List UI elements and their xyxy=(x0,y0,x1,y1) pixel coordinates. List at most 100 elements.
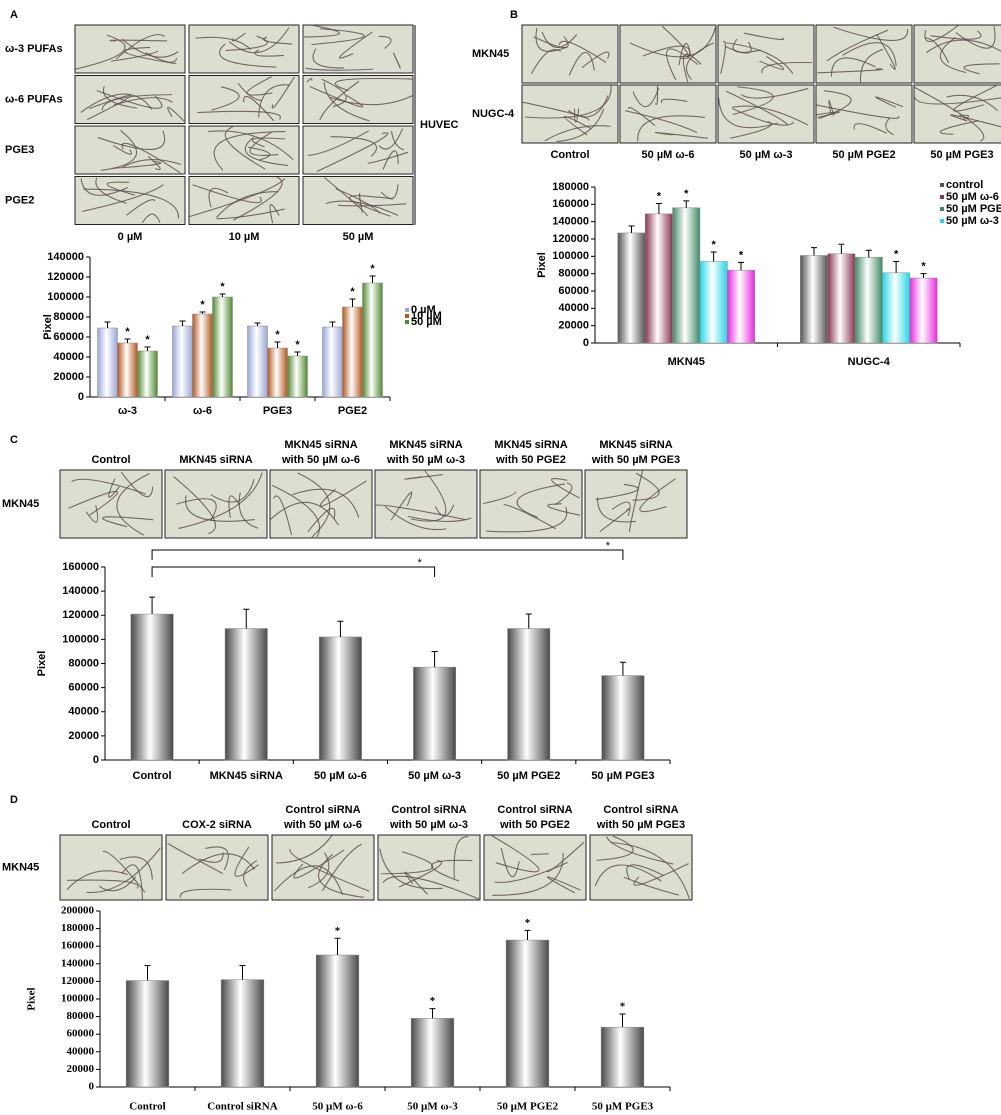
column-label: MKN45 siRNA xyxy=(389,439,462,451)
y-tick-label: 40000 xyxy=(558,302,589,314)
micrograph xyxy=(302,75,414,124)
x-tick-label: MKN45 siRNA xyxy=(210,770,283,782)
error-bar xyxy=(628,225,635,233)
panel-letter: A xyxy=(10,9,18,21)
tube xyxy=(522,101,590,121)
tube xyxy=(629,27,717,58)
tube xyxy=(380,184,399,200)
tube xyxy=(535,27,568,52)
tube xyxy=(228,495,240,518)
tube xyxy=(544,125,611,142)
tube xyxy=(254,49,284,57)
column-label: Control siRNA xyxy=(603,804,678,816)
tube xyxy=(568,51,595,76)
x-tick-label: 50 µM ω-6 xyxy=(312,1101,363,1113)
column-label: Control xyxy=(91,819,130,831)
bar xyxy=(267,347,288,398)
tube xyxy=(491,835,540,873)
tube xyxy=(116,472,150,536)
tube xyxy=(926,39,1001,54)
tube xyxy=(494,861,569,883)
tube xyxy=(216,208,285,220)
column-label: with 50 µM PGE3 xyxy=(591,454,680,466)
tube xyxy=(329,95,413,106)
micrograph xyxy=(59,469,163,539)
error-bar xyxy=(274,341,281,348)
y-tick-label: 180000 xyxy=(61,922,95,934)
tube xyxy=(939,36,967,74)
y-tick-label: 0 xyxy=(78,391,84,403)
bar xyxy=(287,355,308,398)
tube xyxy=(349,195,393,217)
tube xyxy=(102,850,146,893)
tube xyxy=(319,80,360,121)
tube xyxy=(234,846,260,877)
tube xyxy=(581,51,610,69)
tube xyxy=(305,67,374,71)
micrograph xyxy=(717,24,815,84)
tube xyxy=(367,151,409,164)
micrograph xyxy=(302,176,414,225)
significance: * xyxy=(125,326,130,338)
error-bar xyxy=(710,251,717,262)
tube xyxy=(726,42,794,75)
bar xyxy=(192,313,213,398)
row-label: PGE3 xyxy=(5,144,34,156)
error-bar xyxy=(920,273,927,278)
y-tick-label: 40000 xyxy=(68,706,99,718)
tube xyxy=(660,98,688,104)
error-bar xyxy=(431,650,438,668)
micrograph xyxy=(815,24,913,84)
tube xyxy=(324,177,368,217)
tube xyxy=(96,89,163,109)
tube xyxy=(963,63,1000,75)
y-tick-label: 100000 xyxy=(552,250,589,262)
significance: * xyxy=(620,1000,626,1012)
column-label: Control xyxy=(91,454,130,466)
bar xyxy=(117,342,138,398)
tube xyxy=(142,213,161,224)
tube xyxy=(407,515,472,523)
tube xyxy=(546,841,585,873)
tube xyxy=(546,876,581,894)
column-label: with 50 PGE2 xyxy=(499,819,570,831)
micrograph xyxy=(74,75,186,124)
tube xyxy=(86,847,161,894)
tube xyxy=(626,864,664,880)
significance: * xyxy=(350,286,355,298)
tube xyxy=(398,859,442,888)
tube xyxy=(181,853,256,875)
tube xyxy=(599,507,631,533)
bar xyxy=(505,939,550,1088)
tube xyxy=(120,471,154,498)
tube xyxy=(304,24,340,38)
tube xyxy=(210,478,255,503)
micrograph xyxy=(302,125,414,175)
y-tick-label: 20000 xyxy=(68,730,99,742)
legend-label: control xyxy=(946,179,983,191)
bar xyxy=(507,628,551,761)
column-label: 0 µM xyxy=(118,231,143,243)
column-label: 50 µM ω-3 xyxy=(740,149,793,161)
legend-label: 50 µM xyxy=(411,316,442,328)
tube xyxy=(661,25,689,60)
tube xyxy=(483,491,517,505)
tube xyxy=(178,472,263,529)
tube xyxy=(563,115,591,136)
tube xyxy=(637,115,706,142)
y-tick-label: 180000 xyxy=(552,181,589,193)
tube xyxy=(311,28,365,46)
bar xyxy=(882,272,911,344)
significance: * xyxy=(657,190,662,202)
legend-swatch xyxy=(405,314,409,318)
tube xyxy=(686,42,714,80)
micrograph xyxy=(302,24,414,74)
column-label: 10 µM xyxy=(229,231,260,243)
y-tick-label: 100000 xyxy=(61,993,95,1005)
tube xyxy=(319,480,367,507)
bar xyxy=(617,232,646,344)
y-axis-label: Pixel xyxy=(26,987,38,1010)
y-tick-label: 80000 xyxy=(68,657,99,669)
tube xyxy=(946,94,998,112)
